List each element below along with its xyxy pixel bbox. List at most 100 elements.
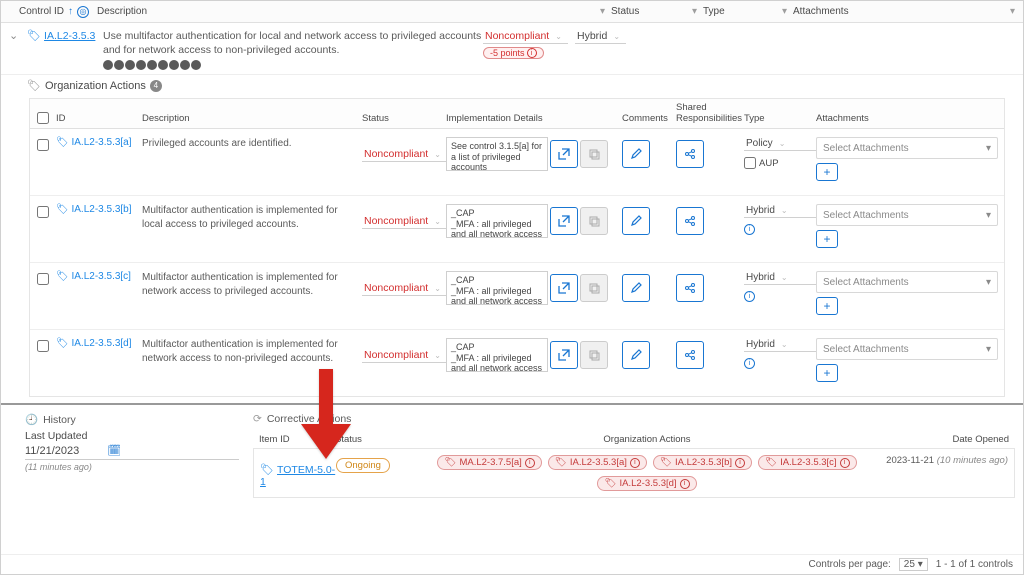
- share-button[interactable]: [676, 207, 704, 235]
- row-checkbox[interactable]: [37, 273, 49, 285]
- org-action-pill[interactable]: 🏷IA.L2-3.5.3[c] i: [758, 455, 857, 470]
- info-icon[interactable]: i: [744, 358, 755, 369]
- edit-comment-button[interactable]: [622, 207, 650, 235]
- info-icon[interactable]: i: [744, 224, 755, 235]
- impl-details-text: See control 3.1.5[a] for a list of privi…: [446, 137, 548, 171]
- action-id-link[interactable]: IA.L2-3.5.3[c]: [71, 271, 130, 282]
- row-checkbox[interactable]: [37, 139, 49, 151]
- org-action-pill[interactable]: 🏷IA.L2-3.5.3[b] i: [653, 455, 752, 470]
- last-updated-date: 11/21/2023: [25, 445, 79, 457]
- add-attachment-button[interactable]: +: [816, 364, 838, 382]
- add-attachment-button[interactable]: +: [816, 297, 838, 315]
- action-id-link[interactable]: IA.L2-3.5.3[d]: [71, 338, 131, 349]
- edit-comment-button[interactable]: [622, 274, 650, 302]
- tag-icon: 🏷: [27, 79, 41, 92]
- org-action-pill[interactable]: 🏷MA.L2-3.7.5[a] i: [437, 455, 541, 470]
- copy-button[interactable]: [580, 341, 608, 369]
- edit-comment-button[interactable]: [622, 140, 650, 168]
- control-summary-row: ⌄ 🏷 IA.L2-3.5.3 Use multifactor authenti…: [1, 23, 1023, 75]
- col-description[interactable]: Description ▾: [93, 6, 611, 17]
- open-external-button[interactable]: [550, 140, 578, 168]
- info-icon[interactable]: i: [735, 458, 745, 468]
- info-icon[interactable]: i: [680, 479, 690, 489]
- control-type-select[interactable]: Hybrid ⌄: [575, 29, 626, 44]
- attachments-select[interactable]: Select Attachments▾: [816, 137, 998, 159]
- row-checkbox[interactable]: [37, 340, 49, 352]
- copy-button[interactable]: [580, 207, 608, 235]
- edit-comment-button[interactable]: [622, 341, 650, 369]
- sort-asc-icon[interactable]: ↑: [68, 6, 73, 17]
- add-attachment-button[interactable]: +: [816, 163, 838, 181]
- info-icon[interactable]: i: [527, 48, 537, 58]
- share-button[interactable]: [676, 341, 704, 369]
- action-type-select[interactable]: Policy ⌄: [744, 137, 816, 151]
- org-action-pill[interactable]: 🏷IA.L2-3.5.3[d] i: [597, 476, 696, 491]
- open-external-button[interactable]: [550, 341, 578, 369]
- info-icon[interactable]: i: [525, 458, 535, 468]
- status-ongoing-badge: Ongoing: [336, 458, 390, 473]
- tag-icon: 🏷: [56, 271, 69, 282]
- control-status-select[interactable]: Noncompliant ⌄: [483, 29, 568, 44]
- points-badge: -5 points i: [483, 47, 544, 59]
- action-status-select[interactable]: Noncompliant ⌄: [362, 214, 447, 229]
- expand-chevron-icon[interactable]: ⌄: [9, 30, 18, 42]
- open-external-button[interactable]: [550, 207, 578, 235]
- header-attachments-label: Attachments: [793, 6, 849, 17]
- action-type-select[interactable]: Hybrid ⌄: [744, 271, 816, 285]
- action-type-select[interactable]: Hybrid ⌄: [744, 338, 816, 352]
- copy-button[interactable]: [580, 140, 608, 168]
- copy-button[interactable]: [580, 274, 608, 302]
- attachments-select[interactable]: Select Attachments▾: [816, 271, 998, 293]
- control-id-link[interactable]: IA.L2-3.5.3: [44, 30, 95, 42]
- col-status[interactable]: Status ▾: [611, 6, 703, 17]
- header-type-label: Type: [703, 6, 725, 17]
- progress-dot: [136, 60, 146, 70]
- org-action-pill[interactable]: 🏷IA.L2-3.5.3[a] i: [548, 455, 647, 470]
- open-external-button[interactable]: [550, 274, 578, 302]
- action-status-select[interactable]: Noncompliant ⌄: [362, 281, 447, 296]
- table-row: 🏷 IA.L2-3.5.3[c] Multifactor authenticat…: [30, 263, 1004, 330]
- cpp-select[interactable]: 25 ▾: [899, 558, 928, 571]
- action-id-link[interactable]: IA.L2-3.5.3[b]: [71, 204, 131, 215]
- action-status-value: Noncompliant: [364, 349, 428, 361]
- info-icon[interactable]: i: [630, 458, 640, 468]
- filter-icon[interactable]: ▾: [1010, 6, 1015, 17]
- col-control-id[interactable]: Control ID ↑ ◎: [1, 6, 93, 18]
- tag-icon: 🏷: [604, 478, 616, 489]
- actions-table-header: ID Description Status Implementation Det…: [30, 99, 1004, 129]
- calendar-icon[interactable]: 🗓: [107, 444, 121, 457]
- filter-icon[interactable]: ▾: [692, 6, 697, 17]
- pill-label: IA.L2-3.5.3[b]: [675, 457, 732, 468]
- grid-header: Control ID ↑ ◎ Description ▾ Status ▾ Ty…: [1, 1, 1023, 23]
- tag-icon: 🏷: [555, 457, 567, 468]
- col-type[interactable]: Type ▾: [703, 6, 793, 17]
- org-actions-label: Organization Actions: [45, 80, 146, 92]
- share-button[interactable]: [676, 274, 704, 302]
- col-attachments[interactable]: Attachments ▾: [793, 6, 1023, 17]
- info-icon[interactable]: i: [840, 458, 850, 468]
- progress-dot: [125, 60, 135, 70]
- attachments-select[interactable]: Select Attachments▾: [816, 338, 998, 360]
- share-button[interactable]: [676, 140, 704, 168]
- action-status-select[interactable]: Noncompliant ⌄: [362, 348, 447, 363]
- action-status-select[interactable]: Noncompliant ⌄: [362, 147, 447, 162]
- attachments-placeholder: Select Attachments: [823, 210, 909, 221]
- ch-item: Item ID: [253, 434, 335, 445]
- target-filter-icon[interactable]: ◎: [77, 6, 89, 18]
- aup-checkbox[interactable]: [744, 157, 756, 169]
- action-type-select[interactable]: Hybrid ⌄: [744, 204, 816, 218]
- select-all-checkbox[interactable]: [37, 112, 49, 124]
- pill-label: MA.L2-3.7.5[a]: [459, 457, 521, 468]
- filter-icon[interactable]: ▾: [600, 6, 605, 17]
- row-checkbox[interactable]: [37, 206, 49, 218]
- progress-dot: [158, 60, 168, 70]
- info-icon[interactable]: i: [744, 291, 755, 302]
- add-attachment-button[interactable]: +: [816, 230, 838, 248]
- filter-icon[interactable]: ▾: [782, 6, 787, 17]
- action-description: Privileged accounts are identified.: [142, 137, 362, 181]
- action-id-link[interactable]: IA.L2-3.5.3[a]: [71, 137, 131, 148]
- attachments-select[interactable]: Select Attachments▾: [816, 204, 998, 226]
- action-description: Multifactor authentication is implemente…: [142, 204, 362, 248]
- h-attachments: Attachments: [816, 113, 1004, 124]
- history-panel: 🕘 History Last Updated 11/21/2023 🗓 (11 …: [1, 409, 247, 502]
